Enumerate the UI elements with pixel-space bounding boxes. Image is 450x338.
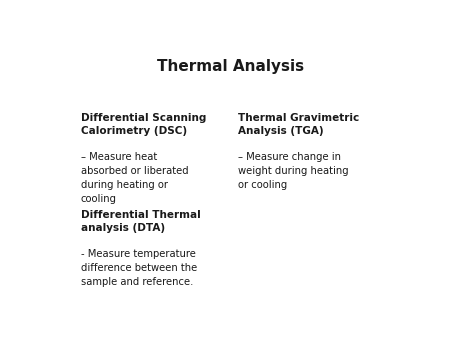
Text: Analysis (TGA): Analysis (TGA) [238,126,323,137]
Text: Differential Scanning: Differential Scanning [81,114,206,123]
Text: analysis (DTA): analysis (DTA) [81,223,165,233]
Text: - Measure temperature
difference between the
sample and reference.: - Measure temperature difference between… [81,249,197,287]
Text: Thermal Gravimetric: Thermal Gravimetric [238,114,359,123]
Text: Differential Thermal: Differential Thermal [81,210,200,220]
Text: – Measure heat
absorbed or liberated
during heating or
cooling: – Measure heat absorbed or liberated dur… [81,152,188,204]
Text: Calorimetry (DSC): Calorimetry (DSC) [81,126,187,137]
Text: Thermal Analysis: Thermal Analysis [157,59,304,74]
Text: – Measure change in
weight during heating
or cooling: – Measure change in weight during heatin… [238,152,348,191]
